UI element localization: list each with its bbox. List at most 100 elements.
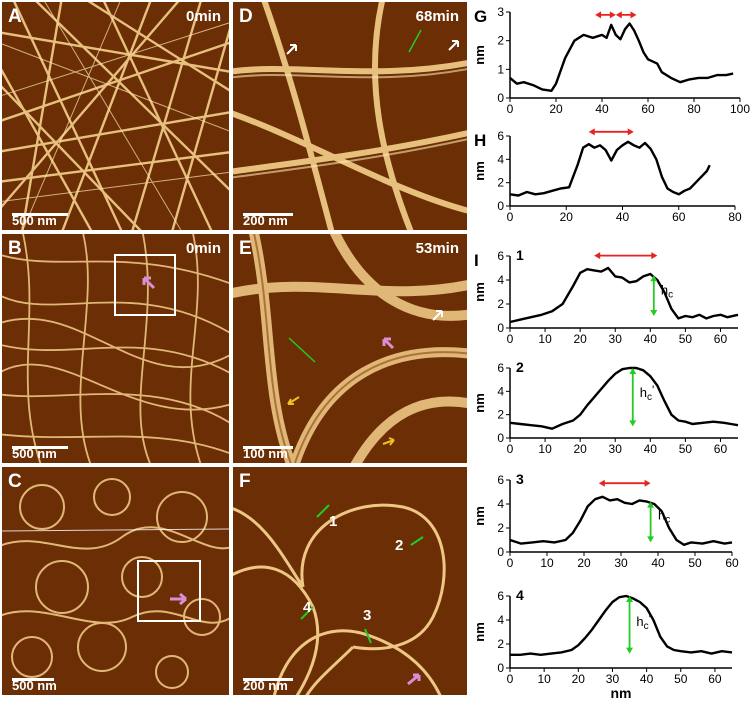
height-arrow-head xyxy=(650,310,658,316)
panel-label-e: E xyxy=(239,238,252,259)
chart-label-H: H xyxy=(474,131,486,150)
y-tick-label: 0 xyxy=(497,199,504,213)
height-arrow-head xyxy=(626,596,634,602)
width-arrow-head xyxy=(609,11,616,19)
scale-label-a: 500 nm xyxy=(12,213,57,228)
width-arrow-head xyxy=(595,11,602,19)
chart-label-I1: I xyxy=(474,251,479,270)
x-tick-label: 50 xyxy=(679,442,693,456)
profile-line-H xyxy=(509,140,711,197)
x-tick-label: 50 xyxy=(688,556,702,570)
chart-sublabel-I3: 3 xyxy=(516,471,524,487)
y-tick-label: 0 xyxy=(497,661,504,675)
yellow-arrow-e2 xyxy=(382,437,395,446)
profile-line-I2 xyxy=(509,366,739,430)
y-tick-label: 6 xyxy=(497,129,504,143)
time-label-b: 0min xyxy=(185,240,221,257)
y-tick-label: 6 xyxy=(497,473,504,487)
x-tick-label: 60 xyxy=(708,672,722,686)
x-tick-label: 0 xyxy=(507,332,514,346)
panel-label-c: C xyxy=(8,471,22,492)
y-tick-label: 4 xyxy=(497,384,504,398)
height-arrow-head xyxy=(626,647,634,654)
height-arrow-head xyxy=(629,420,637,427)
profile-line-I3 xyxy=(509,495,733,546)
x-tick-label: 0 xyxy=(507,556,514,570)
x-tick-label: 0 xyxy=(507,210,514,224)
y-tick-label: 3 xyxy=(497,5,504,19)
width-arrow-head xyxy=(627,128,634,136)
height-annotation-subscript: c xyxy=(668,289,673,300)
width-arrow-head xyxy=(588,128,595,136)
x-tick-label: 100 xyxy=(730,102,750,116)
panel-c: C 500 nm xyxy=(2,467,229,695)
zoom-box-c xyxy=(137,560,201,622)
scale-bar-f xyxy=(243,678,293,681)
width-arrow-head xyxy=(630,11,637,19)
x-tick-label: 30 xyxy=(606,672,620,686)
y-axis-label: nm xyxy=(472,161,487,181)
scale-label-d: 200 nm xyxy=(243,213,288,228)
y-tick-label: 4 xyxy=(497,497,504,511)
x-axis-label: nm xyxy=(611,685,632,701)
scale-label-e: 100 nm xyxy=(243,446,288,461)
scale-label-c: 500 nm xyxy=(12,678,57,693)
pink-arrow-f xyxy=(407,673,421,686)
panel-d: D 68min 200 nm xyxy=(233,2,467,230)
afm-image-a xyxy=(2,2,229,230)
afm-image-d xyxy=(233,2,467,230)
height-annotation: hc' xyxy=(636,612,651,632)
height-arrow-head xyxy=(629,368,637,374)
x-tick-label: 0 xyxy=(507,672,514,686)
x-tick-label: 60 xyxy=(672,210,686,224)
x-tick-label: 50 xyxy=(679,332,693,346)
x-tick-label: 10 xyxy=(540,556,554,570)
zoom-box-b xyxy=(114,254,176,316)
x-tick-label: 30 xyxy=(609,332,623,346)
panel-label-d: D xyxy=(239,6,253,27)
y-tick-label: 4 xyxy=(497,152,504,166)
x-tick-label: 30 xyxy=(609,442,623,456)
chart-sublabel-I1: 1 xyxy=(516,247,524,263)
y-tick-label: 2 xyxy=(497,521,504,535)
pink-arrow-c xyxy=(170,592,187,606)
height-annotation-subscript: c xyxy=(647,392,652,403)
y-axis-label: nm xyxy=(472,506,487,526)
x-tick-label: 40 xyxy=(651,556,665,570)
marker-4: 4 xyxy=(303,599,312,616)
y-axis-label: nm xyxy=(472,45,487,65)
panel-label-f: F xyxy=(239,471,251,492)
marker-2: 2 xyxy=(395,537,404,554)
scale-bar-c xyxy=(12,678,54,681)
height-annotation-prime: ' xyxy=(649,612,651,626)
white-arrow-d1 xyxy=(286,44,297,55)
x-tick-label: 40 xyxy=(595,102,609,116)
height-arrow-head xyxy=(650,275,658,282)
time-label-e: 53min xyxy=(415,240,459,257)
scale-label-b: 500 nm xyxy=(12,446,57,461)
x-tick-label: 60 xyxy=(714,442,728,456)
afm-image-e xyxy=(233,234,467,463)
x-tick-label: 20 xyxy=(560,210,574,224)
y-tick-label: 6 xyxy=(497,361,504,375)
afm-image-c xyxy=(2,478,229,689)
y-tick-label: 2 xyxy=(497,637,504,651)
x-tick-label: 10 xyxy=(538,332,552,346)
scale-bar-d xyxy=(243,213,293,216)
width-arrow-head xyxy=(651,252,658,260)
x-tick-label: 20 xyxy=(577,556,591,570)
height-arrow-head xyxy=(647,501,655,508)
y-tick-label: 2 xyxy=(497,297,504,311)
x-tick-label: 50 xyxy=(674,672,688,686)
x-tick-label: 20 xyxy=(572,672,586,686)
x-tick-label: 60 xyxy=(641,102,655,116)
chart-H: 0 20 40 60 80 0 2 4 6 nm H xyxy=(472,128,742,224)
scale-bar-e xyxy=(243,446,293,449)
x-tick-label: 80 xyxy=(728,210,742,224)
y-tick-label: 4 xyxy=(497,613,504,627)
height-annotation: hc' xyxy=(640,383,655,403)
panel-f: 1 2 3 4 F 200 nm xyxy=(233,467,467,695)
profile-line-I4 xyxy=(510,594,733,656)
